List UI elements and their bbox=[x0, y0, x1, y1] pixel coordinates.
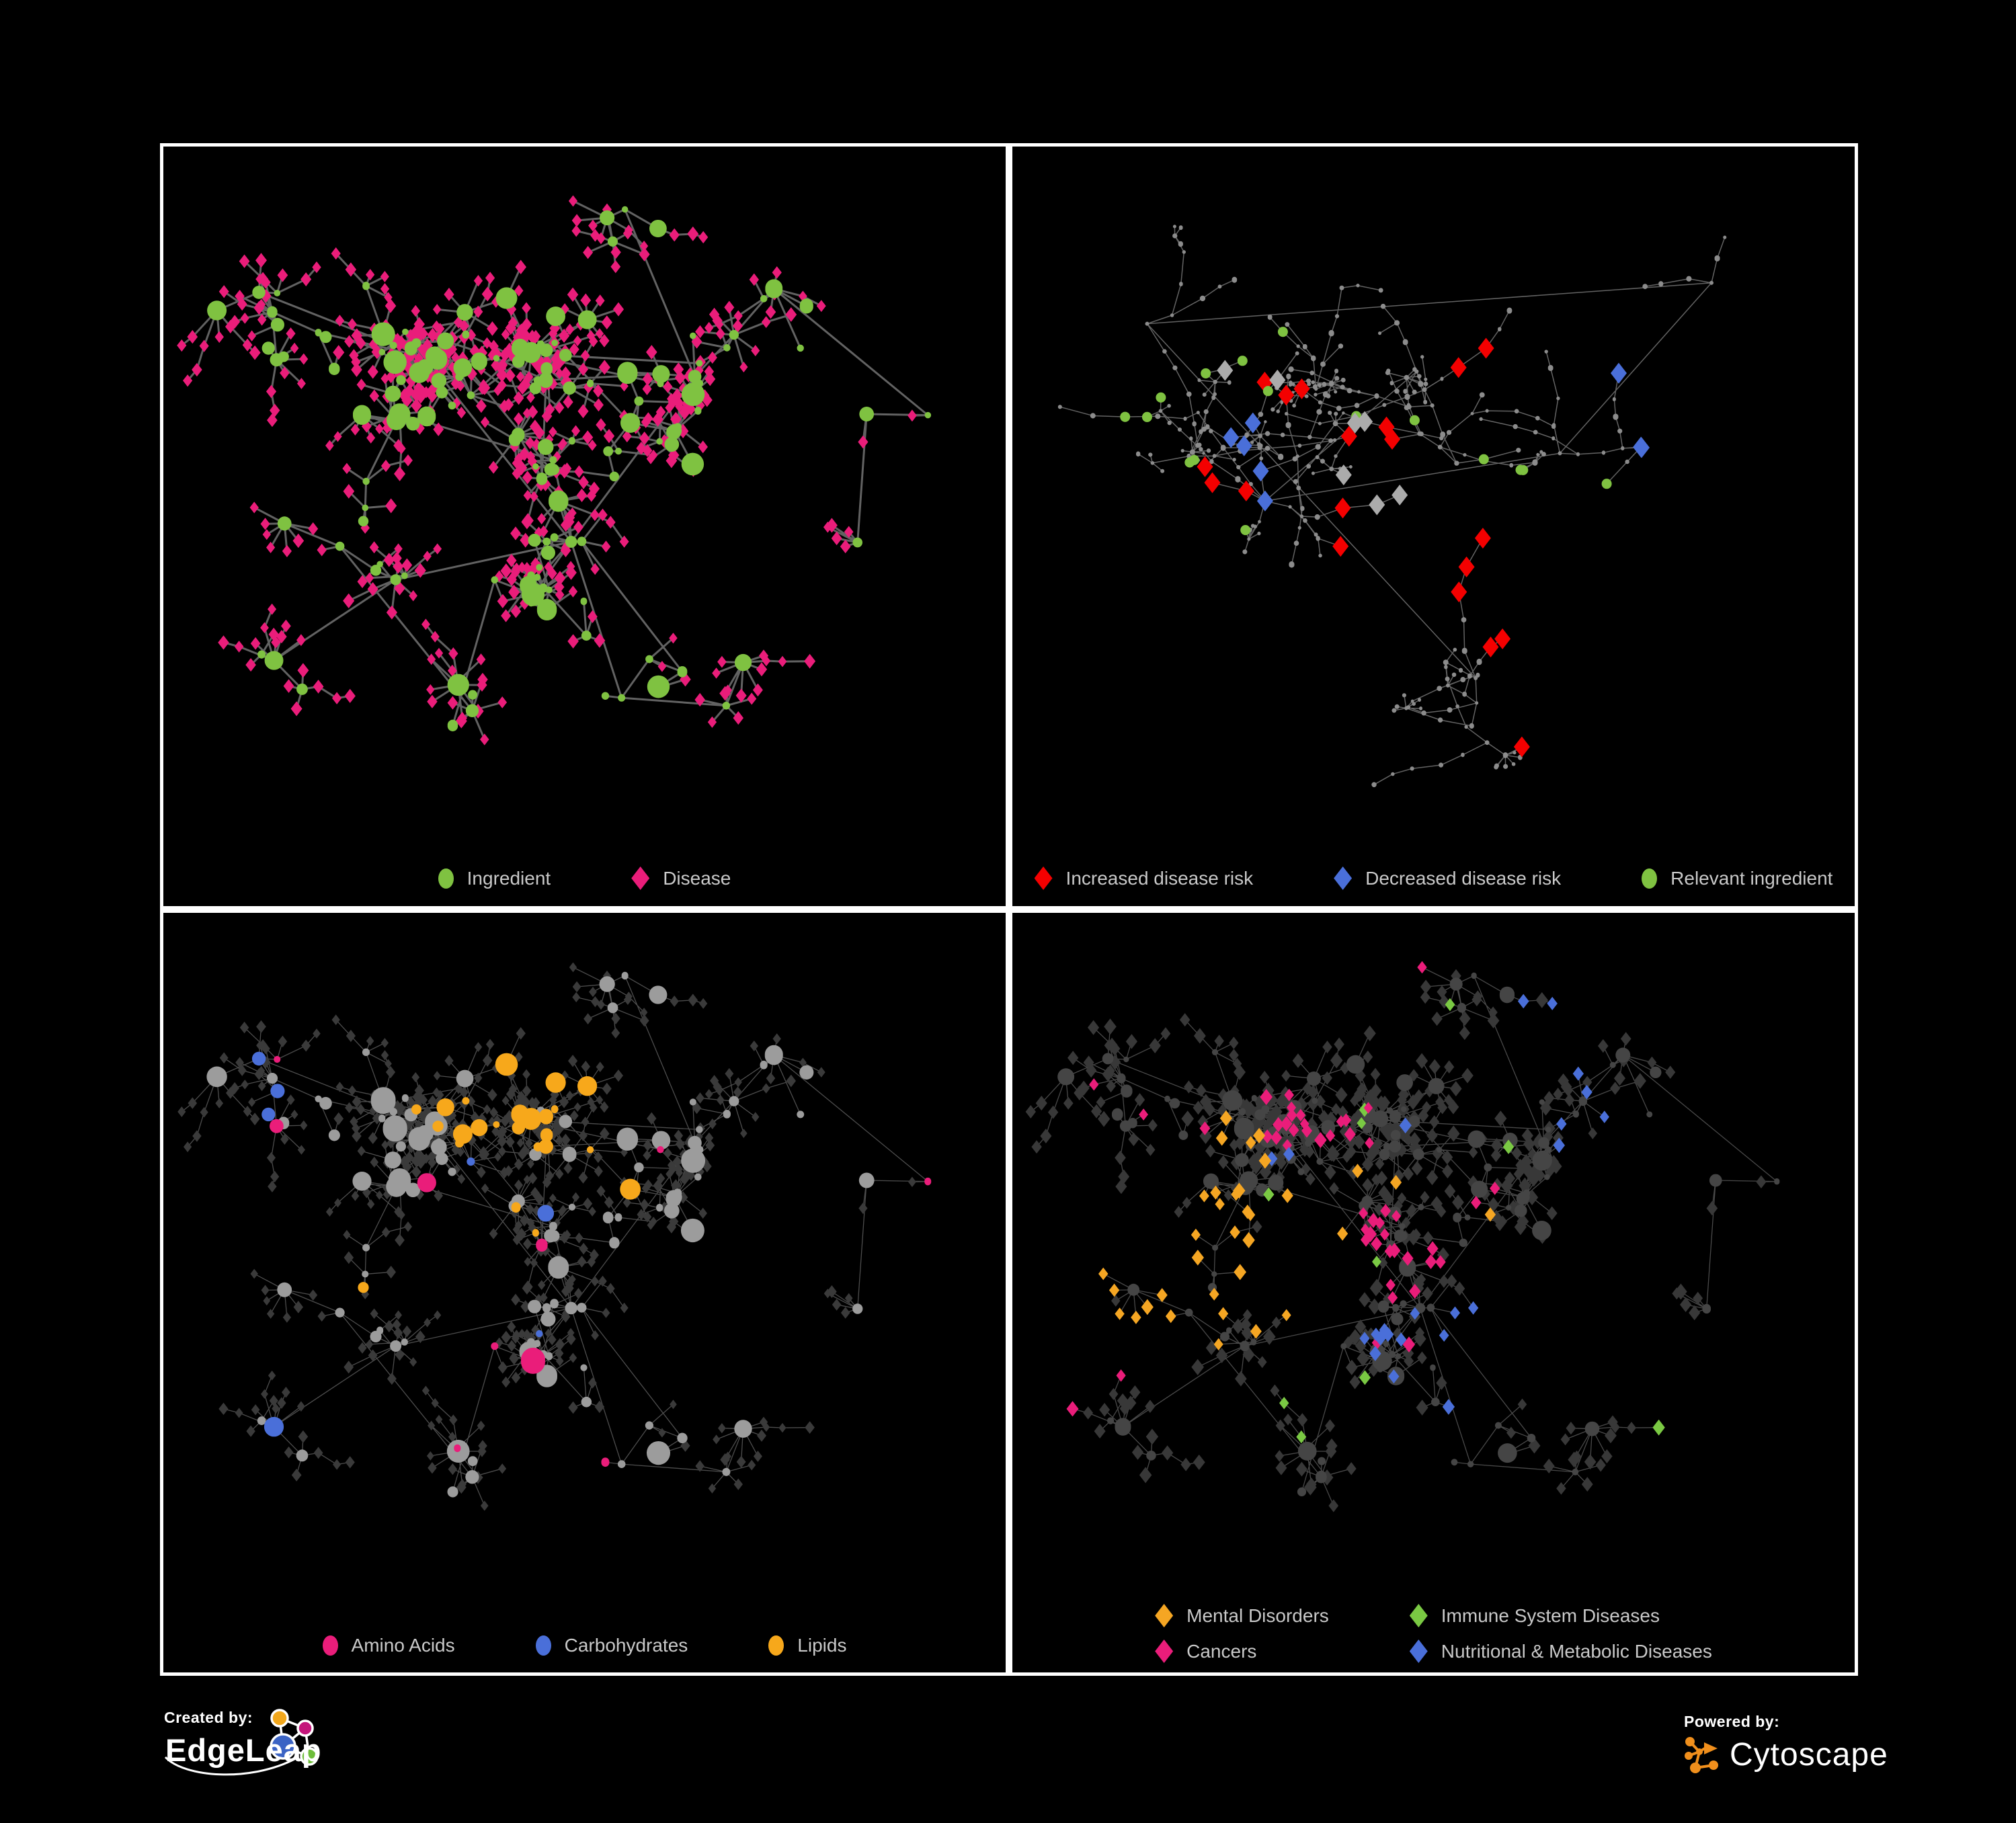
legend-item: Increased disease risk bbox=[1034, 866, 1254, 890]
edgeleap-node-magenta bbox=[296, 1719, 314, 1737]
ingredient-disease-network-circle-nodes bbox=[207, 206, 932, 731]
legend-diamond-marker bbox=[631, 866, 650, 890]
created-by-label: Created by: bbox=[164, 1709, 253, 1726]
legend-item: Decreased disease risk bbox=[1334, 866, 1561, 890]
legend-item: Ingredient bbox=[438, 866, 551, 890]
legend-label: Mental Disorders bbox=[1186, 1605, 1329, 1626]
legend-label: Increased disease risk bbox=[1065, 867, 1254, 889]
nutrient-class-network-circle-nodes bbox=[206, 971, 875, 1498]
legend-label: Nutritional & Metabolic Diseases bbox=[1441, 1640, 1712, 1662]
powered-by-block: Powered by: Cytoscape bbox=[1684, 1713, 1966, 1807]
legend-ingredient-disease: Ingredient Disease bbox=[163, 866, 1006, 890]
legend-disease-risk: Increased disease risk Decreased disease … bbox=[1012, 866, 1855, 890]
disease-risk-graph bbox=[1057, 225, 1727, 788]
legend-label: Amino Acids bbox=[351, 1635, 455, 1656]
ingredient-disease-graph bbox=[177, 195, 932, 745]
disease-risk-network-mark-diamond-nodes bbox=[1223, 362, 1650, 512]
disease-risk-network-dot-nodes bbox=[1057, 225, 1727, 788]
legend-circle-marker bbox=[535, 1635, 551, 1656]
disease-risk-network-mark-diamond-nodes bbox=[1197, 337, 1530, 758]
disease-risk-network-edges bbox=[1059, 226, 1726, 785]
legend-item: Disease bbox=[631, 866, 731, 890]
disease-category-network-circle-nodes bbox=[1057, 972, 1780, 1496]
edgeleap-swoosh-line bbox=[164, 1756, 296, 1776]
legend-circle-marker bbox=[1642, 868, 1658, 889]
legend-diamond-marker bbox=[1155, 1604, 1174, 1627]
legend-label: Immune System Diseases bbox=[1441, 1605, 1660, 1626]
legend-diamond-marker bbox=[1155, 1639, 1174, 1663]
legend-label: Cancers bbox=[1186, 1640, 1257, 1662]
legend-diamond-marker bbox=[1409, 1604, 1428, 1627]
edgeleap-node-orange bbox=[270, 1709, 289, 1728]
panel-ingredient-disease: Ingredient Disease bbox=[160, 143, 1009, 909]
disease-category-network-diamond-nodes bbox=[1263, 998, 1665, 1444]
legend-label: Carbohydrates bbox=[564, 1635, 688, 1656]
legend-nutrient-class: Amino Acids Carbohydrates Lipids bbox=[163, 1635, 1006, 1656]
panel-disease-category: Mental Disorders Immune System Diseases Ca… bbox=[1009, 909, 1858, 1676]
disease-risk-network-mark-circle-nodes bbox=[1120, 327, 1612, 536]
legend-label: Ingredient bbox=[467, 867, 551, 889]
panel-disease-risk: Increased disease risk Decreased disease … bbox=[1009, 143, 1858, 909]
cytoscape-logo-icon bbox=[1685, 1737, 1718, 1773]
legend-circle-marker bbox=[322, 1635, 338, 1656]
legend-item: Relevant ingredient bbox=[1642, 866, 1832, 890]
disease-category-graph bbox=[1025, 961, 1780, 1512]
disease-category-network-diamond-nodes bbox=[1025, 969, 1767, 1512]
legend-item: Amino Acids bbox=[322, 1635, 455, 1656]
created-by-block: Created by: EdgeLeap bbox=[164, 1709, 500, 1823]
cytoscape-logo-text: Cytoscape bbox=[1730, 1736, 1888, 1773]
nutrient-class-graph bbox=[177, 962, 932, 1511]
panel-grid: Ingredient Disease Increased disease risk… bbox=[160, 143, 1858, 1676]
legend-diamond-marker bbox=[1409, 1639, 1428, 1663]
legend-label: Decreased disease risk bbox=[1365, 867, 1562, 889]
legend-item: Lipids bbox=[768, 1635, 846, 1656]
legend-item: Immune System Diseases bbox=[1409, 1604, 1660, 1627]
edgeleap-network-icon bbox=[164, 1709, 319, 1776]
legend-circle-marker bbox=[438, 868, 454, 889]
nutrient-class-network-circle-nodes bbox=[251, 1051, 555, 1437]
edgeleap-node-blue bbox=[270, 1733, 296, 1760]
edgeleap-node-green bbox=[300, 1747, 319, 1766]
legend-label: Relevant ingredient bbox=[1670, 867, 1833, 889]
legend-diamond-marker bbox=[1034, 866, 1053, 890]
panel-nutrient-class: Amino Acids Carbohydrates Lipids bbox=[160, 909, 1009, 1676]
legend-label: Lipids bbox=[797, 1635, 847, 1656]
legend-item: Cancers bbox=[1155, 1639, 1256, 1663]
legend-disease-category: Mental Disorders Immune System Diseases Ca… bbox=[1012, 1604, 1855, 1663]
edgeleap-logo-text: EdgeLeap bbox=[165, 1732, 322, 1768]
legend-diamond-marker bbox=[1334, 866, 1353, 890]
legend-item: Nutritional & Metabolic Diseases bbox=[1409, 1639, 1712, 1663]
powered-by-label: Powered by: bbox=[1684, 1713, 1780, 1730]
legend-item: Carbohydrates bbox=[535, 1635, 688, 1656]
legend-item: Mental Disorders bbox=[1155, 1604, 1329, 1627]
disease-category-network-diamond-nodes bbox=[1066, 961, 1500, 1417]
legend-circle-marker bbox=[768, 1635, 784, 1656]
legend-label: Disease bbox=[663, 867, 731, 889]
